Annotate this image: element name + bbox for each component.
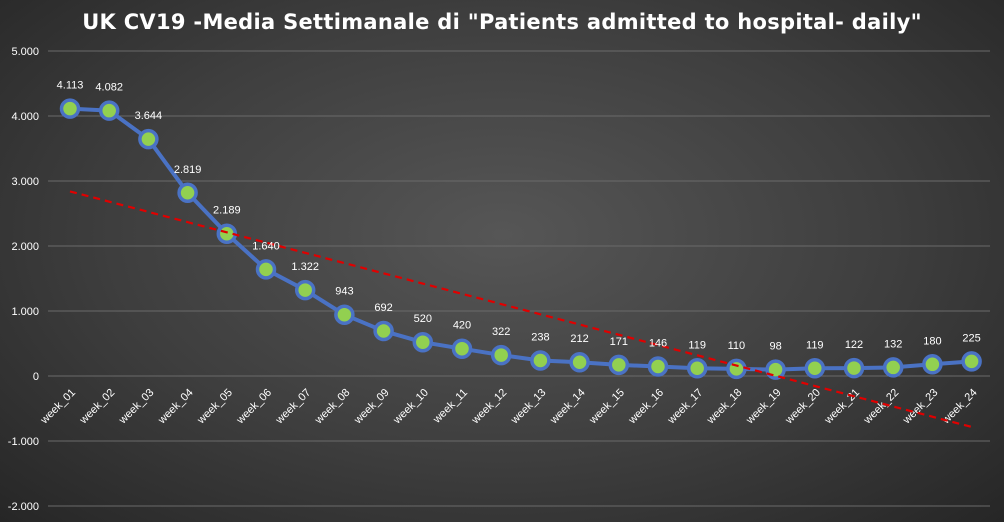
data-point xyxy=(569,351,590,373)
data-label: 122 xyxy=(845,339,863,351)
data-label: 2.189 xyxy=(213,205,241,217)
data-point xyxy=(490,344,512,366)
y-tick-label: 2.000 xyxy=(11,241,39,253)
data-point xyxy=(138,128,159,150)
data-label: 2.819 xyxy=(174,164,202,176)
y-tick-label: -1.000 xyxy=(8,436,39,448)
data-point xyxy=(608,354,630,376)
data-point xyxy=(334,304,355,325)
x-tick-label: week_16 xyxy=(626,387,666,427)
data-label: 4.113 xyxy=(57,80,84,92)
data-point xyxy=(726,358,747,380)
data-label: 119 xyxy=(688,339,706,351)
data-label: 692 xyxy=(374,302,392,314)
y-tick-label: 5.000 xyxy=(11,46,39,58)
data-point xyxy=(294,279,316,301)
data-point xyxy=(843,357,865,379)
trendline xyxy=(69,190,976,430)
data-point xyxy=(804,358,826,379)
x-tick-label: week_03 xyxy=(116,387,156,427)
data-label: 943 xyxy=(335,286,353,298)
x-tick-label: week_08 xyxy=(312,387,352,427)
data-point xyxy=(922,354,943,375)
data-label: 171 xyxy=(610,336,628,348)
y-tick-label: 1.000 xyxy=(11,306,39,318)
data-point xyxy=(765,359,786,380)
data-label: 132 xyxy=(884,338,902,350)
x-tick-label: week_06 xyxy=(234,387,274,427)
data-label: 322 xyxy=(492,326,510,338)
x-tick-label: week_11 xyxy=(430,387,470,427)
data-label: 119 xyxy=(806,339,824,351)
series-line xyxy=(69,106,972,372)
data-label: 146 xyxy=(649,338,667,350)
data-label: 3.644 xyxy=(135,110,163,122)
data-point xyxy=(882,357,904,378)
data-label: 180 xyxy=(923,335,941,347)
data-label: 4.082 xyxy=(95,82,123,94)
y-tick-label: 3.000 xyxy=(11,176,39,188)
x-tick-label: week_10 xyxy=(391,387,431,427)
data-label: 98 xyxy=(769,341,781,353)
data-label: 1.322 xyxy=(291,261,319,273)
x-tick-label: week_23 xyxy=(900,387,940,427)
x-tick-label: week_20 xyxy=(783,387,823,427)
x-tick-label: week_07 xyxy=(273,387,313,427)
data-label: 1.640 xyxy=(252,240,280,252)
x-tick-label: week_02 xyxy=(77,387,117,427)
data-point xyxy=(451,338,473,359)
data-point xyxy=(255,259,277,280)
data-label: 238 xyxy=(531,332,549,344)
x-tick-label: week_19 xyxy=(743,387,783,427)
data-label: 212 xyxy=(570,333,588,345)
data-label: 110 xyxy=(728,340,746,352)
x-tick-label: week_18 xyxy=(704,387,744,427)
x-tick-label: week_12 xyxy=(469,387,509,427)
data-point xyxy=(98,100,120,121)
data-label: 225 xyxy=(962,332,980,344)
y-tick-label: 0 xyxy=(33,371,39,383)
x-tick-label: week_15 xyxy=(587,387,627,427)
x-tick-label: week_05 xyxy=(195,387,235,427)
y-tick-label: -2.000 xyxy=(8,501,39,513)
data-point xyxy=(686,358,708,379)
data-label: 420 xyxy=(453,320,471,332)
data-point xyxy=(59,98,81,119)
x-tick-label: week_09 xyxy=(351,387,391,427)
data-point xyxy=(647,356,669,377)
data-point xyxy=(177,182,198,204)
chart-title: UK CV19 -Media Settimanale di "Patients … xyxy=(82,10,922,34)
x-tick-label: week_01 xyxy=(38,387,78,427)
x-tick-label: week_13 xyxy=(508,387,548,427)
data-point xyxy=(412,331,434,353)
data-point xyxy=(530,350,551,371)
x-tick-label: week_04 xyxy=(155,387,195,427)
x-tick-label: week_14 xyxy=(547,387,587,427)
x-tick-label: week_17 xyxy=(665,387,705,427)
data-point xyxy=(961,351,982,372)
data-point xyxy=(373,320,394,342)
data-label: 520 xyxy=(414,313,432,325)
y-tick-label: 4.000 xyxy=(11,111,39,123)
